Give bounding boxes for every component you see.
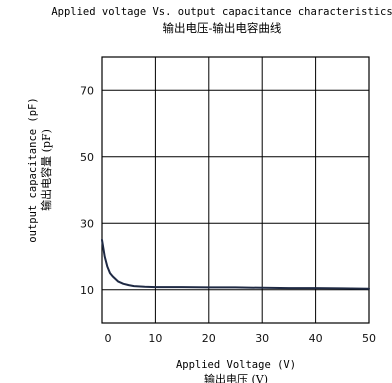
x-tick-label: 10	[148, 332, 162, 345]
x-axis-label: Applied Voltage (V)	[176, 359, 296, 371]
y-axis-label: output capacitance (pF)	[27, 97, 39, 242]
chart-subtitle: 输出电压-输出电容曲线	[163, 21, 282, 35]
x-axis-label-cn: 输出电压 (V)	[204, 372, 268, 383]
series-layer	[101, 238, 370, 290]
chart-title: Applied voltage Vs. output capacitance c…	[51, 6, 392, 18]
y-tick-label: 70	[80, 84, 94, 97]
x-tick-label: 40	[309, 332, 323, 345]
y-tick-label: 50	[80, 151, 94, 164]
y-tick-label: 30	[80, 217, 94, 230]
grid-layer	[102, 57, 369, 323]
y-tick-label: 10	[80, 284, 94, 297]
series-line	[101, 238, 370, 290]
x-tick-label: 30	[255, 332, 269, 345]
axis-layer: 0 10 20 30 40 50 10 30 50 70	[80, 56, 376, 345]
plot-frame	[101, 56, 370, 324]
x-tick-label: 0	[105, 332, 112, 345]
x-tick-label: 50	[362, 332, 376, 345]
y-axis-label-cn: 输出电容量 (pF)	[39, 129, 53, 211]
text-layer: Applied voltage Vs. output capacitance c…	[27, 6, 392, 383]
x-tick-label: 20	[202, 332, 216, 345]
